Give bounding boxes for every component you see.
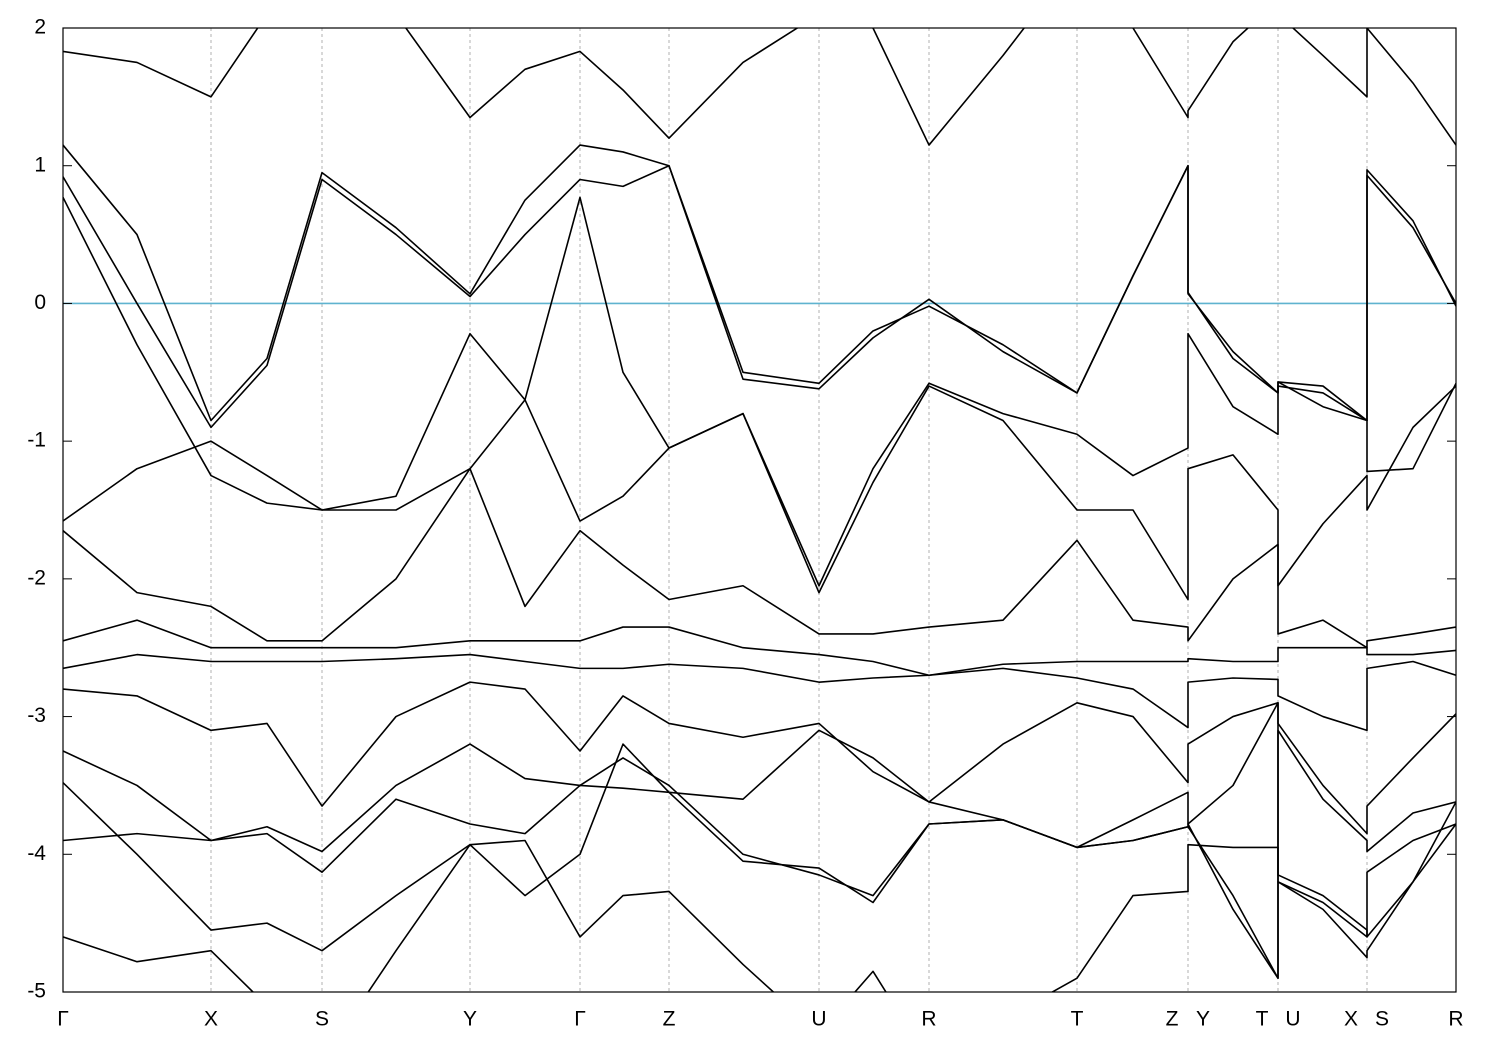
band-line [63, 729, 1456, 980]
band-line [63, 619, 1456, 677]
x-tick-label: U [811, 1008, 826, 1031]
y-tick-label: 1 [34, 153, 46, 176]
x-tick-label: U [1285, 1008, 1300, 1031]
band-line [63, 196, 1456, 587]
band-line [63, 28, 1456, 146]
x-tick-label: Z [663, 1008, 676, 1031]
x-tick-label: T [1256, 1008, 1269, 1031]
x-tick-label: T [1071, 1008, 1084, 1031]
bands [63, 28, 1456, 992]
band-line [63, 385, 1456, 601]
y-tick-label: -1 [27, 429, 46, 452]
band-line [63, 702, 1456, 938]
x-tick-label: Y [1196, 1008, 1210, 1031]
x-tick-label: Γ [57, 1008, 69, 1031]
y-tick-label: 0 [34, 291, 46, 314]
y-tick-label: -2 [27, 566, 46, 589]
band-line [63, 782, 1456, 992]
x-tick-label: S [315, 1008, 329, 1031]
y-tick-label: -5 [27, 980, 46, 1003]
y-tick-label: -4 [27, 842, 46, 865]
x-tick-label: X [204, 1008, 218, 1031]
band-line [63, 653, 1456, 732]
x-tick-label: X [1344, 1008, 1358, 1031]
band-line [63, 164, 1456, 429]
y-tick-label: 2 [34, 16, 46, 39]
plot-frame [62, 27, 1457, 993]
x-tick-label: R [1448, 1008, 1463, 1031]
band-line [63, 743, 1456, 992]
x-tick-label: Y [463, 1008, 477, 1031]
x-tick-label: Γ [574, 1008, 586, 1031]
x-tick-label: R [921, 1008, 936, 1031]
band-line [63, 144, 1456, 422]
x-tick-label: Z [1166, 1008, 1179, 1031]
x-tick-label: S [1375, 1008, 1389, 1031]
y-tick-label: -3 [27, 704, 46, 727]
band-line [63, 681, 1456, 835]
band-line [63, 467, 1456, 649]
